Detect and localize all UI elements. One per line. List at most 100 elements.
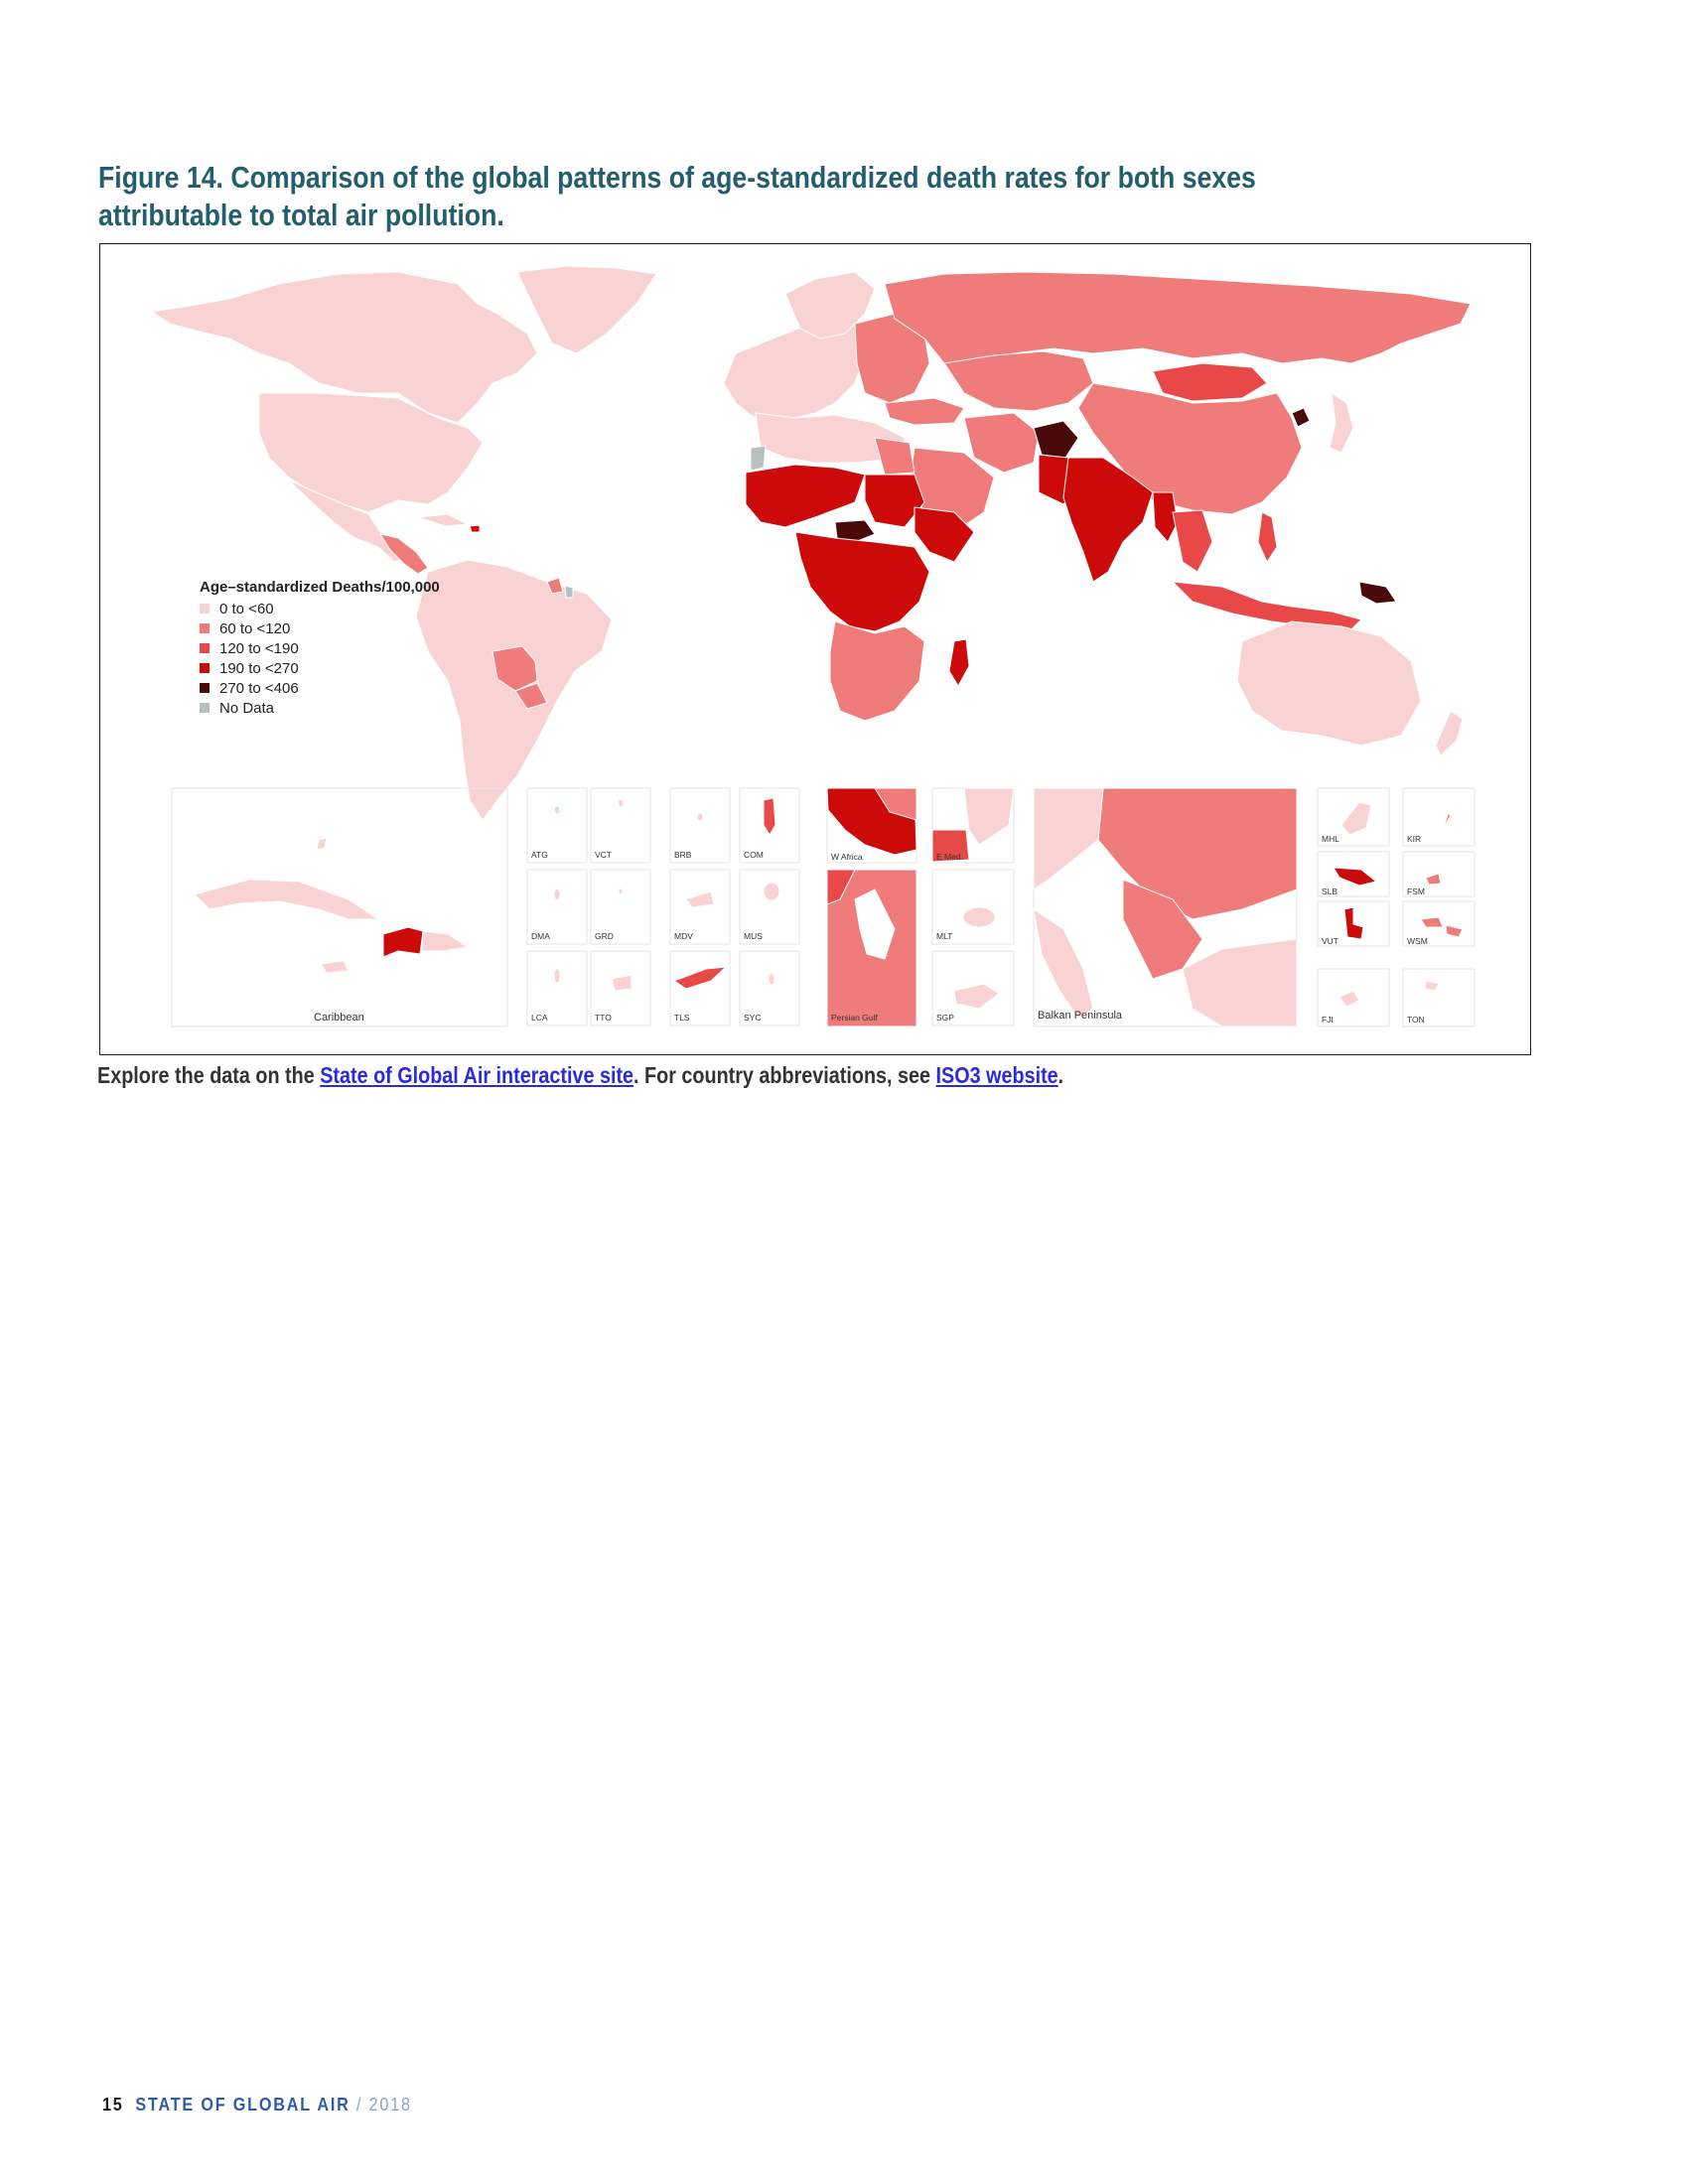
region-png (1358, 581, 1397, 605)
region-russia (884, 271, 1472, 364)
inset-lca (526, 950, 588, 1026)
legend-swatch (200, 623, 210, 633)
inset-sgp (931, 950, 1015, 1026)
inset-label: TON (1407, 1015, 1425, 1024)
page-footer: 15 STATE OF GLOBAL AIR / 2018 (102, 2095, 412, 2116)
region-philippines (1257, 511, 1278, 564)
inset-shape-vct (618, 798, 624, 808)
inset-labels: Caribbean ATG VCT BRB COM DMA GRD MDV MU… (314, 834, 1428, 1024)
inset-shape-mlt (962, 906, 996, 928)
inset-label: W Africa (831, 852, 863, 862)
iso3-website-link[interactable]: ISO3 website (935, 1062, 1058, 1088)
region-afghanistan (1033, 420, 1079, 459)
inset-shape-e-med-north (963, 787, 1015, 846)
inset-shape-mus (763, 882, 780, 901)
inset-shape-dominican (421, 930, 470, 952)
legend-label: 120 to <190 (219, 640, 299, 657)
region-southern-africa (829, 620, 925, 722)
inset-shape-haiti (382, 926, 424, 958)
map-figure-frame: Age–standardized Deaths/100,000 0 to <60… (99, 243, 1531, 1055)
inset-shape-balkan-south (1122, 879, 1203, 980)
inset-shape-tto (611, 974, 633, 992)
inset-shape-gulf-water (854, 888, 896, 960)
inset-shape-tls (672, 966, 728, 990)
inset-shape-brb (696, 812, 704, 822)
map-legend: Age–standardized Deaths/100,000 0 to <60… (200, 579, 440, 717)
legend-label: 60 to <120 (219, 620, 290, 637)
inset-slb (1317, 851, 1390, 897)
inset-label: SYC (744, 1013, 761, 1023)
inset-tto (590, 950, 651, 1026)
inset-label: FSM (1407, 887, 1425, 896)
legend-item: 0 to <60 (200, 601, 274, 617)
region-japan (1329, 391, 1354, 454)
inset-shape-mhl (1340, 801, 1372, 836)
inset-fsm (1402, 851, 1476, 897)
inset-label: DMA (531, 931, 550, 941)
legend-item: 120 to <190 (200, 640, 299, 657)
inset-label-caribbean: Caribbean (314, 1012, 364, 1024)
inset-shape-ton (1424, 980, 1440, 992)
inset-shape-syc (768, 972, 775, 986)
inset-shape-sgp (953, 983, 1000, 1010)
region-central-america (378, 533, 429, 575)
region-north-korea (1291, 407, 1311, 428)
region-guyana (546, 577, 564, 595)
inset-shape-dma (553, 887, 561, 901)
inset-dma (526, 869, 588, 945)
region-madagascar (948, 638, 970, 688)
inset-label: WSM (1407, 936, 1428, 946)
figure-caption: Explore the data on the State of Global … (97, 1062, 1063, 1089)
inset-ton (1402, 968, 1476, 1027)
world-choropleth-map: Age–standardized Deaths/100,000 0 to <60… (150, 265, 1476, 1027)
inset-shape-cuba (194, 879, 380, 920)
inset-label: TTO (595, 1013, 612, 1023)
region-sudan (864, 474, 925, 528)
region-mongolia (1152, 362, 1268, 402)
legend-item: 60 to <120 (200, 620, 290, 637)
world-map (150, 265, 1472, 821)
region-sahel-west (745, 464, 866, 528)
region-horn-of-africa (914, 506, 975, 563)
region-australia (1236, 620, 1422, 747)
inset-shape-gulf-strip (826, 869, 856, 905)
inset-label: Persian Gulf (831, 1013, 878, 1023)
inset-label: MDV (674, 931, 693, 941)
inset-label: BRB (674, 850, 692, 860)
inset-label: SGP (936, 1013, 954, 1023)
region-turkey (884, 397, 965, 426)
caption-suffix: . (1057, 1062, 1064, 1088)
inset-label: FJI (1322, 1015, 1334, 1024)
inset-shape-kir (1430, 799, 1452, 831)
legend-item: 190 to <270 (200, 660, 299, 677)
inset-shape-w-africa-north (874, 787, 917, 821)
publication-name: STATE OF GLOBAL AIR (135, 2095, 351, 2115)
region-scandinavia (784, 271, 876, 340)
region-iran (963, 412, 1040, 474)
page-number: 15 (102, 2095, 124, 2115)
legend-label: 0 to <60 (219, 601, 274, 617)
region-car (834, 519, 876, 543)
inset-shape-italy (1033, 907, 1094, 1020)
publication-year: / 2018 (355, 2095, 412, 2115)
inset-kir (1402, 787, 1476, 847)
region-bolivia (492, 645, 538, 692)
inset-label-balkan: Balkan Peninsula (1038, 1010, 1123, 1022)
inset-shape-jamaica (320, 960, 350, 974)
inset-shape-wsm (1420, 916, 1464, 938)
legend-label: 190 to <270 (219, 660, 299, 677)
legend-item: No Data (200, 700, 275, 717)
legend-swatch (200, 663, 210, 673)
caption-middle: . For country abbreviations, see (633, 1062, 936, 1088)
inset-shape-e-med-south (931, 829, 970, 863)
inset-shape-com (763, 797, 776, 836)
inset-label: ATG (531, 850, 548, 860)
legend-label: 270 to <406 (219, 680, 299, 697)
inset-shape-lca (553, 968, 561, 984)
region-usa (258, 392, 484, 513)
inset-label: VUT (1322, 936, 1338, 946)
inset-shape-bahamas (316, 837, 328, 851)
inset-brb (669, 787, 731, 864)
region-egypt (874, 437, 915, 476)
state-of-global-air-link[interactable]: State of Global Air interactive site (320, 1062, 634, 1088)
